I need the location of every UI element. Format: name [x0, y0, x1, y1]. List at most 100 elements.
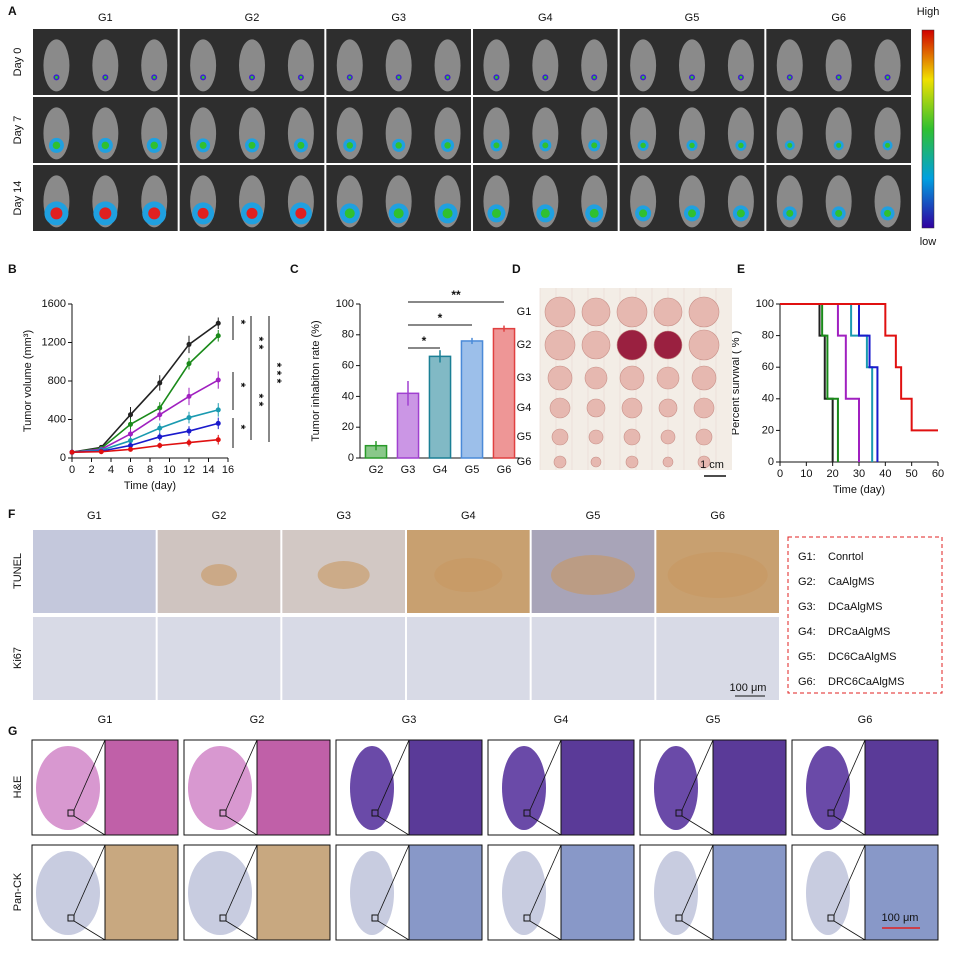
stain-region — [201, 564, 237, 586]
zoom-line — [833, 844, 866, 916]
zoom-line — [73, 920, 106, 941]
tissue-section — [188, 851, 252, 935]
point — [215, 333, 221, 339]
point — [215, 437, 221, 443]
point — [215, 407, 221, 413]
zoom-line — [833, 739, 866, 811]
y-tick-label: 20 — [762, 424, 774, 436]
column-label: G1 — [98, 714, 113, 726]
legend-group: G1: — [798, 551, 816, 563]
tumor — [547, 365, 573, 391]
zoom-image — [408, 844, 483, 941]
signal-core — [837, 75, 841, 79]
column-label: G5 — [685, 12, 700, 24]
zoom-line — [225, 815, 258, 836]
column-label: G2 — [245, 12, 260, 24]
point — [157, 380, 163, 386]
tissue-section — [502, 746, 546, 830]
signal-core — [543, 75, 547, 79]
zoom-line — [225, 844, 258, 916]
x-tick-label: 6 — [127, 464, 133, 476]
y-axis-label: Tumor inhabiton rate (%) — [310, 320, 322, 441]
signal-core — [491, 208, 501, 218]
zoom-line — [225, 920, 258, 941]
zoom-line — [529, 844, 562, 916]
tissue-section — [806, 746, 850, 830]
mouse — [385, 39, 412, 92]
zoom-line — [73, 844, 106, 916]
row-label: Day 14 — [12, 181, 24, 216]
mouse — [679, 39, 705, 92]
signal-core — [397, 75, 401, 79]
row-label: Day 7 — [12, 116, 24, 145]
tumor — [688, 296, 720, 328]
series-line — [71, 322, 219, 454]
signal-core — [446, 75, 450, 79]
mouse — [727, 39, 754, 92]
tumor — [662, 456, 674, 468]
bar — [492, 327, 516, 459]
zoom-image — [256, 739, 331, 836]
point — [157, 434, 163, 440]
signal-core — [442, 208, 453, 219]
tissue-section — [350, 851, 394, 935]
mouse — [287, 39, 314, 92]
column-label: G6 — [710, 510, 725, 522]
zoom-box — [67, 914, 75, 922]
significance: * * — [252, 337, 266, 350]
legend-name: CaAlgMS — [828, 576, 874, 588]
signal-core — [688, 209, 696, 218]
tumor — [621, 397, 643, 419]
tissue-section — [188, 746, 252, 830]
signal-core — [152, 75, 156, 79]
scale-bar-label: 1 cm — [700, 459, 724, 471]
zoom-box — [523, 809, 531, 817]
zoom-box — [523, 914, 531, 922]
row-label: G1 — [517, 306, 532, 318]
column-label: G1 — [87, 510, 102, 522]
tissue-section — [350, 746, 394, 830]
signal-core — [592, 75, 596, 79]
panel-label: A — [8, 4, 17, 18]
tumor — [616, 329, 648, 361]
mouse — [727, 107, 754, 160]
survival-curve — [780, 303, 938, 432]
significance: * * * — [270, 363, 284, 384]
column-label: G2 — [250, 714, 265, 726]
signal-core — [393, 208, 404, 219]
signal-core — [148, 207, 161, 220]
y-axis-label: Tumor volume (mm³) — [22, 330, 34, 432]
x-tick-label: 0 — [777, 468, 783, 480]
signal-core — [786, 209, 794, 217]
mouse — [190, 39, 217, 92]
legend-box — [787, 536, 943, 694]
mouse — [336, 107, 363, 160]
mouse — [385, 107, 412, 160]
zoom-line — [73, 739, 106, 811]
tumor — [581, 297, 611, 327]
tumor — [590, 456, 602, 468]
panel-label: F — [8, 507, 15, 521]
column-label: G6 — [831, 12, 846, 24]
signal-core — [788, 75, 792, 79]
zoom-image — [256, 844, 331, 941]
zoom-line — [833, 920, 866, 941]
tissue-section — [36, 746, 100, 830]
point — [157, 442, 163, 448]
x-tick-label: 14 — [202, 464, 214, 476]
mouse — [43, 39, 70, 92]
legend-group: G6: — [798, 676, 816, 688]
signal-core — [99, 207, 112, 220]
signal-core — [736, 209, 745, 218]
legend-group: G2: — [798, 576, 816, 588]
zoom-box — [675, 914, 683, 922]
mouse — [434, 107, 461, 160]
signal-core — [395, 142, 402, 149]
panel-label: E — [737, 262, 745, 276]
x-tick-label: G5 — [465, 464, 480, 476]
stain-region — [667, 552, 768, 598]
tumor — [544, 296, 576, 328]
mouse — [630, 39, 657, 92]
survival-curve — [780, 303, 834, 462]
tumor — [584, 366, 608, 390]
